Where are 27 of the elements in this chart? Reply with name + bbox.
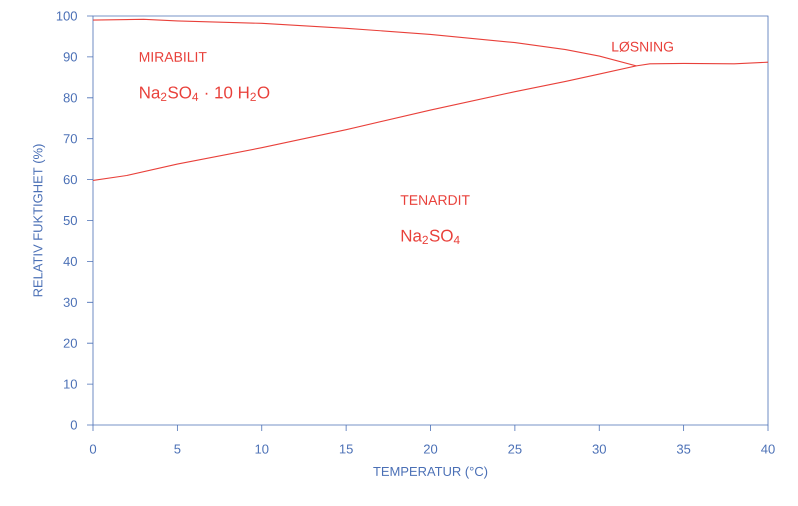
- annotation: LØSNING: [612, 42, 673, 52]
- y-tick-label: 60: [64, 175, 77, 184]
- annotation: Na$_{2}$SO$_{4}$: [402, 230, 460, 244]
- x-tick-label: 10: [256, 444, 268, 454]
- y-tick-label: 80: [64, 93, 77, 102]
- x-tick-label: 25: [508, 444, 522, 454]
- y-tick-label: 10: [64, 380, 77, 389]
- y-tick-label: 40: [63, 256, 77, 266]
- annotation: TENARDIT: [400, 195, 470, 205]
- y-tick-label: 70: [64, 134, 77, 144]
- annotation: Na$_{2}$SO$_{4}$ · 10 H$_{2}$O: [140, 86, 270, 101]
- y-tick-label: 90: [64, 52, 77, 62]
- y-tick-label: 50: [64, 216, 77, 226]
- y-tick-label: 20: [64, 338, 77, 348]
- y-axis-title: RELATIV FUKTIGHET (%): [32, 144, 46, 296]
- y-tick-label: 30: [64, 298, 77, 307]
- x-tick-label: 5: [174, 444, 180, 454]
- x-tick-label: 20: [424, 444, 438, 454]
- x-tick-label: 15: [340, 444, 353, 454]
- y-tick-label: 100: [56, 11, 77, 21]
- annotation: MIRABILIT: [140, 52, 207, 62]
- x-tick-label: 40: [761, 444, 775, 454]
- y-tick-label: 0: [70, 420, 77, 430]
- x-tick-label: 30: [592, 444, 606, 454]
- x-axis-title: TEMPERATUR (°C): [373, 466, 488, 479]
- x-tick-label: 0: [90, 444, 96, 454]
- x-tick-label: 35: [676, 444, 690, 454]
